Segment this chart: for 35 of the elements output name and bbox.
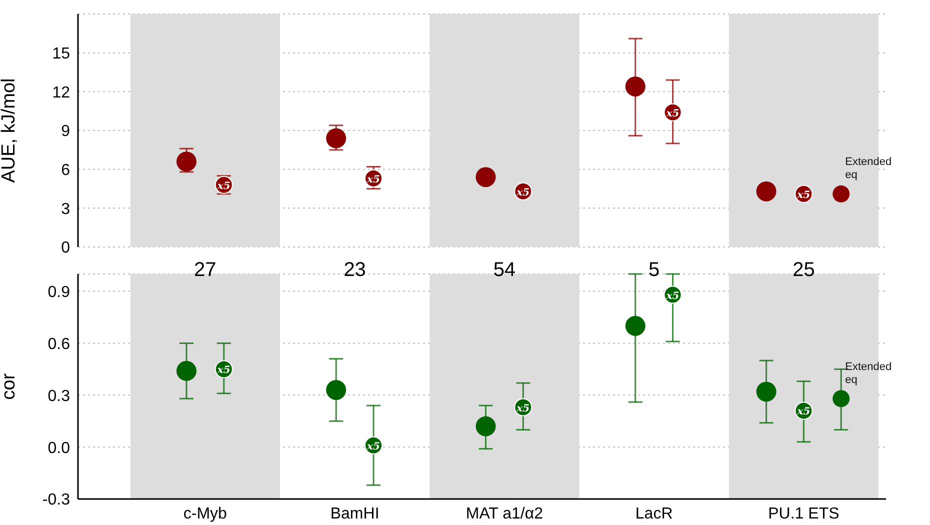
y-tick-label: 0.0: [48, 440, 70, 457]
y-tick-label: 9: [61, 123, 70, 140]
series-label: Extended eq: [845, 156, 893, 182]
y-tick-label: 15: [52, 46, 70, 63]
text: x5: [367, 174, 380, 186]
x-tick-label: BamHI: [330, 505, 380, 522]
series-label: x5: [516, 187, 530, 198]
text: x5: [797, 190, 810, 201]
y-tick-label: 0.3: [48, 388, 70, 405]
text: x5: [217, 365, 230, 376]
y-axis-title: AUE, kJ/mol: [0, 78, 20, 183]
x-tick-label: LacR: [635, 505, 673, 522]
series-label: Extended eq: [845, 360, 893, 387]
annotation: 27: [193, 259, 218, 281]
y-tick-label: 0.6: [48, 336, 70, 353]
series-label: x5: [516, 403, 530, 414]
text: x5: [367, 441, 380, 452]
x-tick-label: MAT a1/α2: [466, 505, 544, 522]
y-tick-label: 6: [61, 162, 70, 180]
annotation: 25: [792, 259, 816, 281]
y-tick-label: -0.3: [42, 492, 70, 509]
annotation: 23: [342, 259, 367, 281]
x-tick-label: PU.1 ETS: [768, 505, 840, 522]
y-axis-title: cor: [0, 372, 20, 400]
x-tick-label: c-Myb: [183, 505, 228, 522]
y-tick-label: 0: [61, 240, 70, 257]
text: x5: [217, 180, 230, 192]
y-tick-label: 0.9: [48, 284, 70, 301]
y-tick-label: 3: [61, 200, 70, 218]
y-tick-label: 12: [52, 84, 70, 102]
text: x5: [797, 406, 810, 418]
annotation: 54: [492, 259, 517, 281]
text: x5: [666, 108, 680, 120]
annotation: 5: [648, 259, 661, 281]
text: x5: [666, 290, 680, 302]
